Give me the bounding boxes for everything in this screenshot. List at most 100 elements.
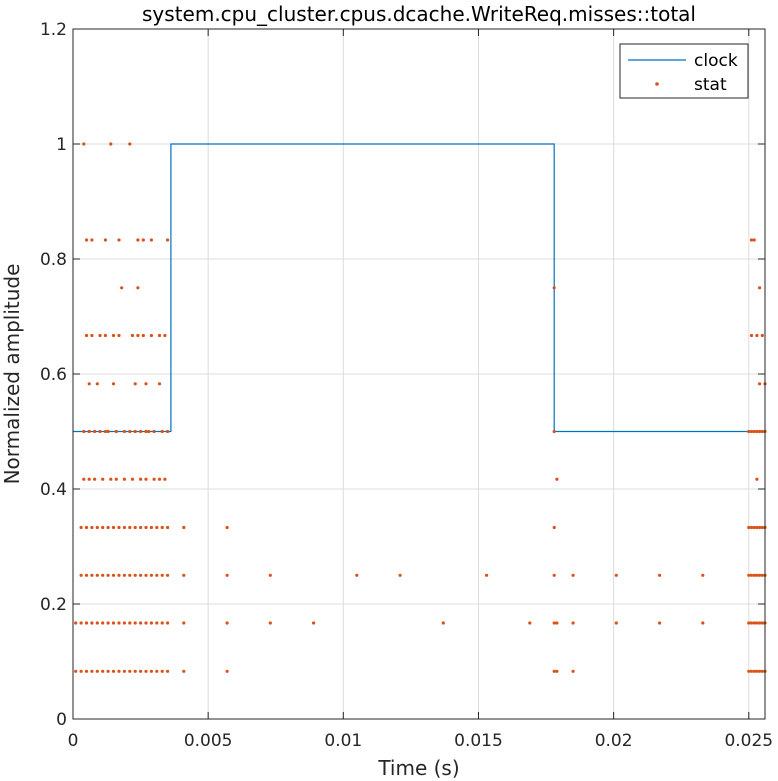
stat-point — [528, 621, 532, 625]
stat-point — [758, 621, 762, 625]
x-tick-label: 0.025 — [724, 731, 773, 751]
stat-point — [752, 573, 756, 577]
x-tick-label: 0.02 — [595, 731, 633, 751]
stat-point — [122, 525, 126, 530]
stat-point — [144, 477, 148, 481]
stat-point — [139, 429, 143, 434]
stat-point — [555, 477, 559, 481]
stat-point — [157, 333, 162, 338]
stat-point — [658, 621, 662, 625]
stat-point — [128, 621, 132, 625]
stat-point — [111, 669, 116, 673]
stat-point — [760, 573, 764, 577]
stat-point — [95, 669, 99, 673]
stat-point — [163, 333, 167, 338]
stat-point — [152, 429, 156, 434]
stat-point — [103, 238, 107, 242]
stat-point — [166, 429, 170, 434]
stat-point — [160, 621, 164, 625]
stat-point — [136, 333, 140, 338]
stat-point — [117, 333, 121, 338]
stat-point — [95, 525, 99, 530]
stat-point — [758, 669, 762, 673]
stat-point — [160, 573, 164, 577]
stat-point — [758, 382, 762, 386]
stat-point — [155, 525, 159, 530]
stat-point — [701, 573, 705, 577]
stat-point — [149, 573, 153, 577]
stat-point — [658, 573, 662, 577]
stat-point — [398, 573, 402, 577]
y-tick-label: 1.2 — [40, 20, 67, 40]
stat-point — [552, 286, 556, 290]
x-tick-label: 0.015 — [454, 731, 503, 751]
stat-point — [95, 621, 99, 625]
x-tick-label: 0.005 — [184, 731, 233, 751]
stat-point — [157, 382, 162, 386]
stat-point — [152, 477, 156, 481]
stat-point — [758, 429, 762, 434]
y-tick-label: 0.2 — [40, 595, 67, 615]
stat-point — [84, 238, 89, 242]
stat-series — [74, 142, 767, 673]
y-axis-label: Normalized amplitude — [0, 264, 24, 485]
y-tick-label: 1 — [56, 135, 67, 155]
y-tick-label: 0.6 — [40, 365, 67, 385]
stat-point — [182, 621, 186, 625]
stat-point — [133, 573, 137, 577]
stat-point — [128, 669, 132, 673]
stat-point — [101, 669, 105, 673]
stat-point — [79, 669, 83, 673]
stat-point — [133, 525, 137, 530]
stat-point — [747, 669, 751, 673]
stat-point — [752, 525, 756, 530]
stat-point — [552, 669, 556, 673]
stat-point — [571, 573, 575, 577]
stat-point — [82, 477, 86, 481]
stat-point — [130, 477, 135, 481]
stat-point — [155, 573, 159, 577]
y-tick-label: 0.4 — [40, 480, 67, 500]
stat-point — [555, 621, 559, 625]
stat-point — [571, 669, 575, 673]
stat-point — [111, 621, 116, 625]
stat-point — [87, 429, 91, 434]
stat-point — [755, 573, 759, 577]
stat-point — [101, 477, 105, 481]
stat-point — [747, 621, 751, 625]
chart-title: system.cpu_cluster.cpus.dcache.WriteReq.… — [142, 2, 696, 26]
stat-point — [144, 573, 148, 577]
stat-point — [141, 333, 145, 338]
stat-point — [166, 621, 170, 625]
stat-point — [441, 621, 445, 625]
stat-point — [122, 669, 126, 673]
stat-point — [149, 621, 153, 625]
stat-point — [84, 573, 89, 577]
stat-point — [182, 525, 186, 530]
stat-point — [155, 621, 159, 625]
stat-point — [144, 382, 148, 386]
stat-point — [166, 669, 170, 673]
stat-point — [752, 669, 756, 673]
stat-point — [749, 238, 754, 242]
stat-point — [84, 525, 89, 530]
stat-point — [758, 525, 762, 530]
stat-point — [752, 238, 756, 242]
y-tick-label: 0 — [56, 710, 67, 730]
legend-stat-label: stat — [694, 75, 727, 95]
stat-point — [106, 429, 110, 434]
stat-point — [155, 669, 159, 673]
stat-point — [225, 525, 229, 530]
stat-point — [106, 573, 110, 577]
stat-point — [98, 333, 102, 338]
stat-point — [749, 621, 754, 625]
stat-point — [144, 621, 148, 625]
stat-point — [90, 238, 94, 242]
legend-box — [619, 43, 749, 99]
stat-point — [79, 573, 83, 577]
stat-point — [139, 525, 143, 530]
stat-point — [117, 573, 121, 577]
stat-point — [117, 621, 121, 625]
stat-point — [79, 525, 83, 530]
